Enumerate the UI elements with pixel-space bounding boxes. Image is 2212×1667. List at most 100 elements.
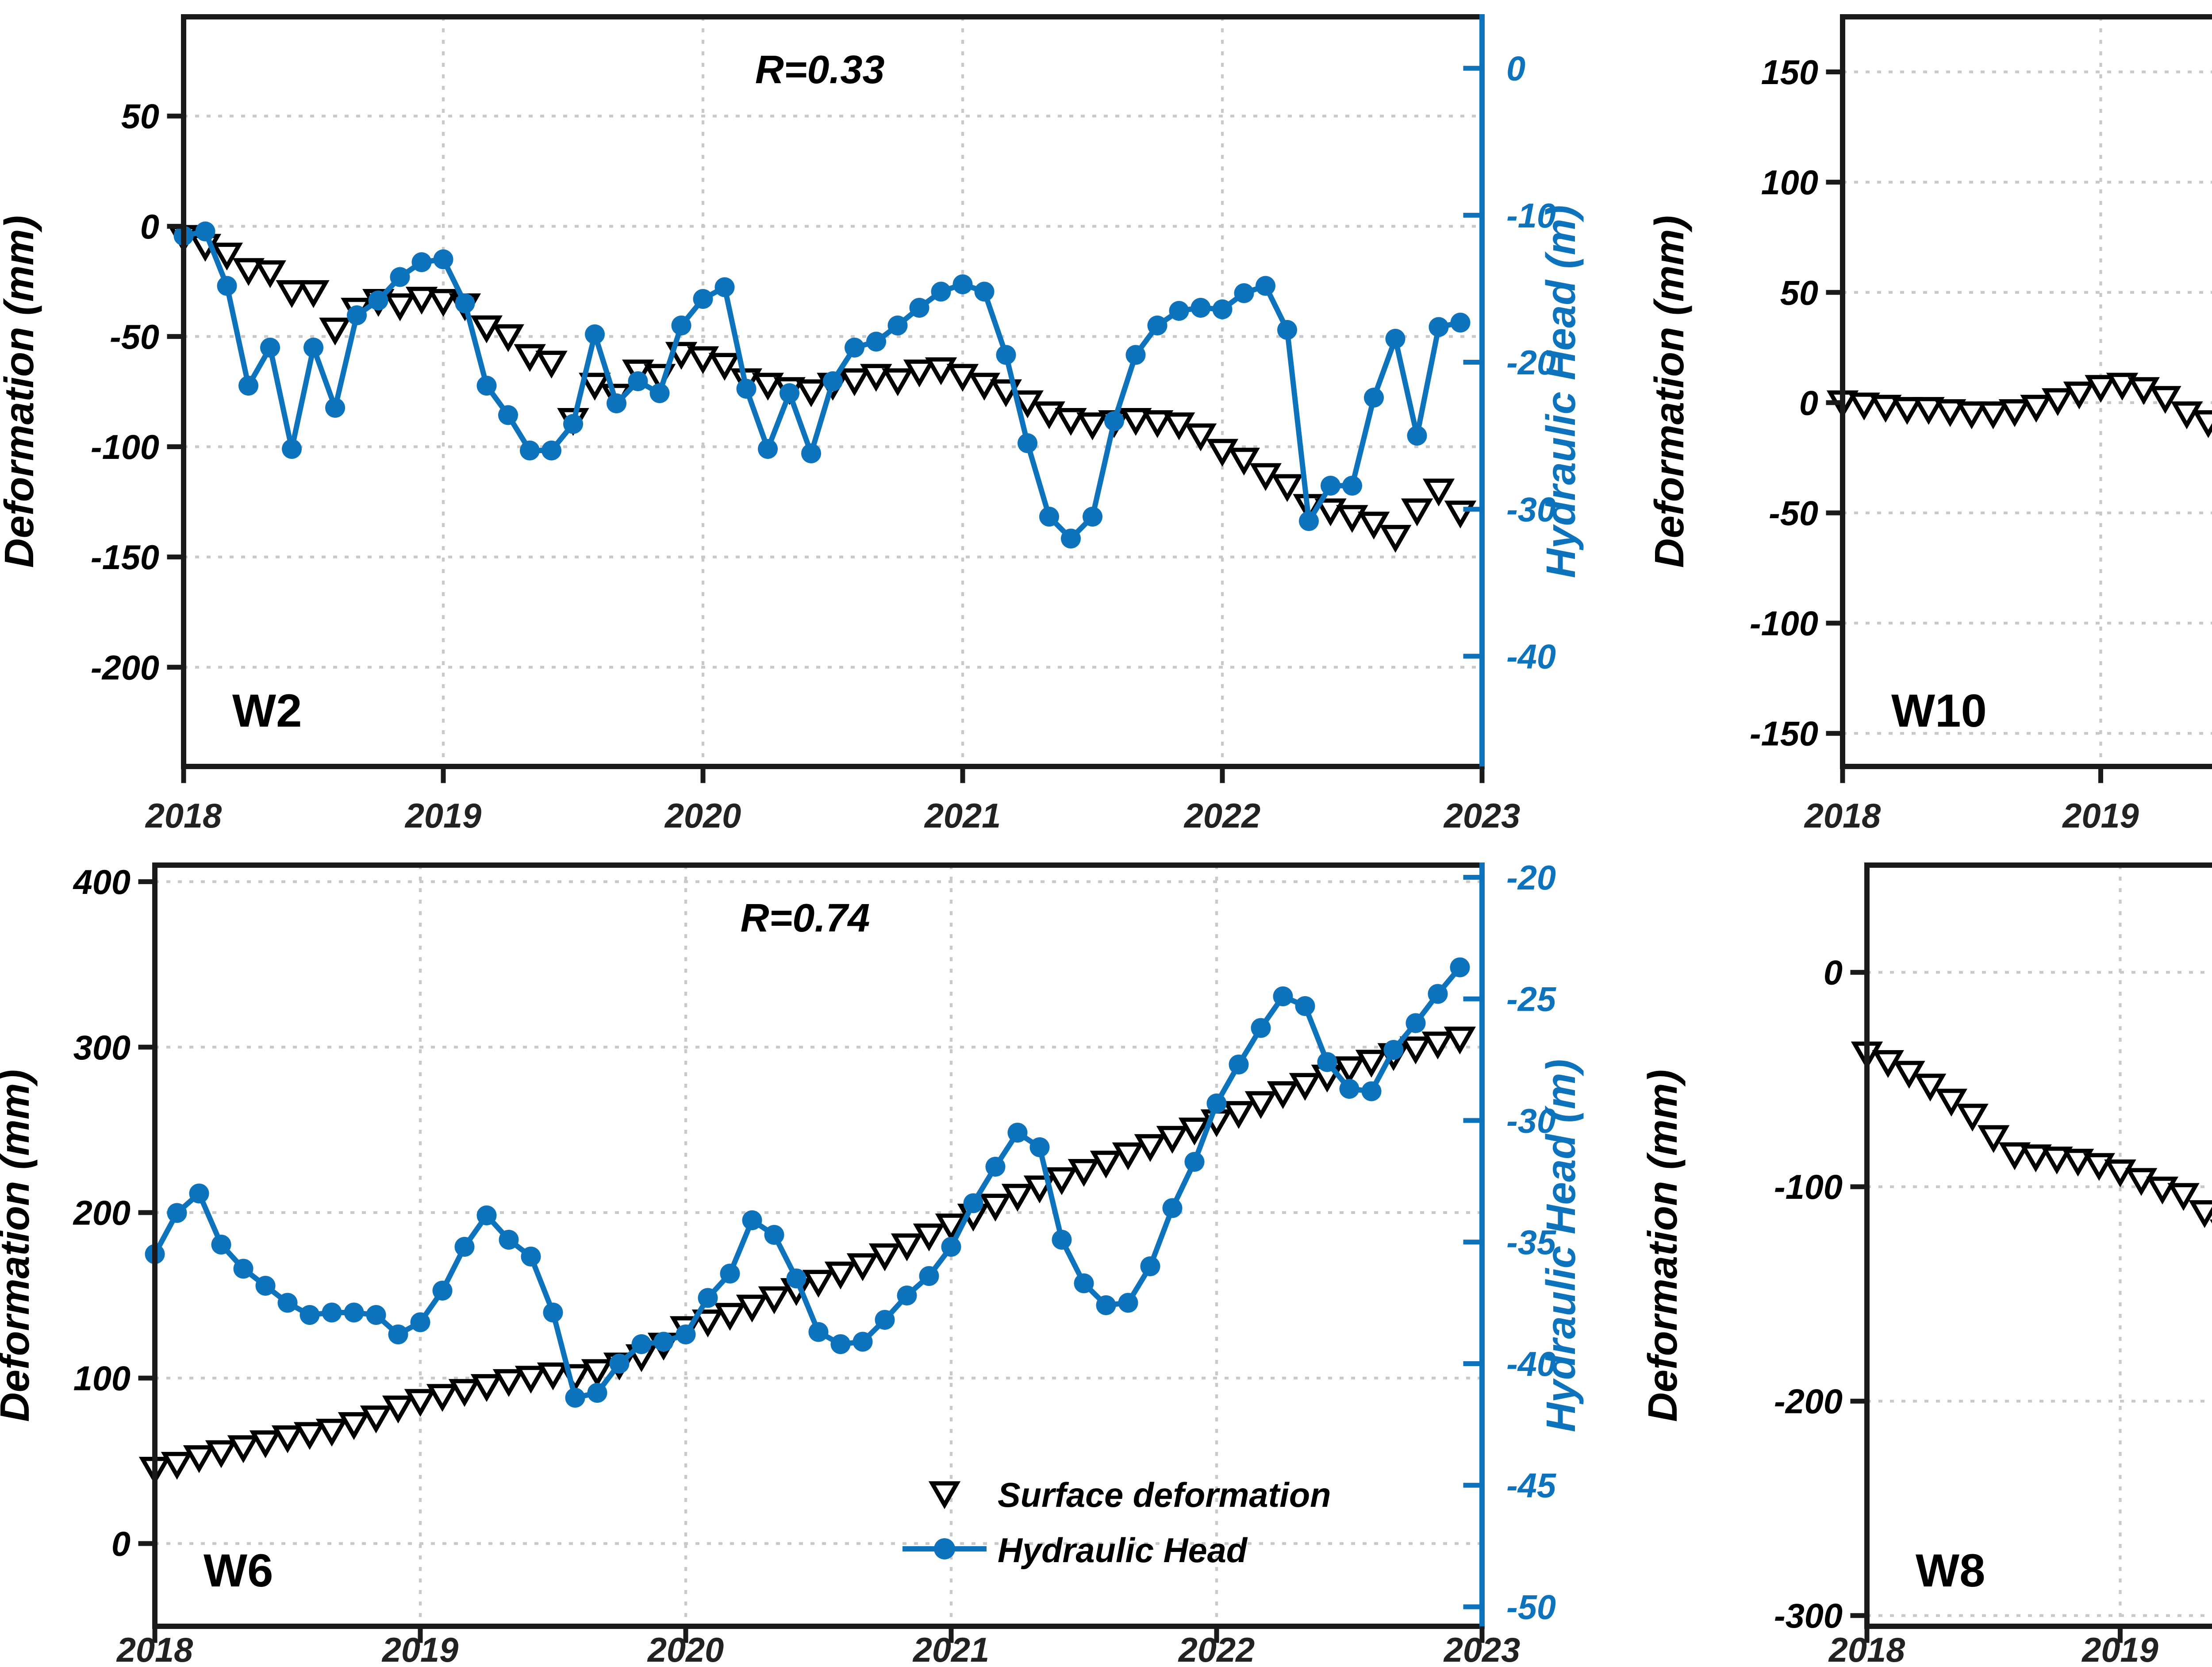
triangle-marker-icon (338, 1412, 370, 1440)
text-label: 2018 (1804, 797, 1881, 835)
well-id-label: W6 (204, 1545, 273, 1597)
triangle-marker-icon (492, 1369, 525, 1397)
circle-marker-icon (1406, 1013, 1426, 1033)
circle-marker-icon (211, 1234, 231, 1255)
triangle-marker-icon (232, 258, 265, 286)
circle-marker-icon (742, 1210, 762, 1230)
panel-w8: 2018201920202021202220230-100-200-300-40… (1640, 862, 2212, 1667)
triangle-marker-icon (579, 373, 611, 401)
well-id-label: W8 (1916, 1545, 1985, 1597)
circle-marker-icon (1295, 996, 1315, 1016)
circle-marker-icon (671, 315, 691, 335)
triangle-marker-icon (315, 1419, 348, 1447)
circle-marker-icon (411, 252, 432, 272)
circle-marker-icon (255, 1275, 276, 1296)
circle-marker-icon (521, 1246, 541, 1267)
left-axis-label: Deformation (mm) (1640, 1070, 1686, 1422)
text-label: 2018 (145, 797, 222, 835)
grid-lines (184, 16, 1482, 766)
right-axis-label: Hydraulic Head (m) (1538, 1059, 1584, 1432)
triangle-marker-icon (1055, 408, 1087, 436)
circle-marker-icon (1125, 345, 1146, 365)
triangle-marker-icon (1267, 1081, 1299, 1109)
triangle-marker-icon (293, 1422, 326, 1450)
circle-marker-icon (1234, 283, 1254, 303)
triangle-marker-icon (227, 1435, 260, 1463)
circle-marker-icon (1029, 1137, 1050, 1157)
triangle-marker-icon (1399, 1036, 1432, 1065)
triangle-marker-icon (1401, 498, 1433, 527)
circle-marker-icon (1190, 297, 1211, 318)
circle-marker-icon (543, 1302, 563, 1323)
circle-marker-icon (1299, 511, 1319, 531)
triangle-marker-icon (1355, 1050, 1388, 1078)
circle-marker-icon (631, 1334, 652, 1354)
text-label: 2019 (2062, 797, 2139, 835)
text-label: 100 (1761, 164, 1818, 202)
text-label: 100 (73, 1360, 131, 1398)
triangle-marker-icon (802, 1270, 835, 1298)
text-label: 2021 (924, 797, 1001, 835)
circle-marker-icon (585, 324, 605, 344)
text-label: 0 (1799, 384, 1818, 422)
circle-marker-icon (1104, 411, 1125, 431)
triangle-marker-icon (838, 368, 871, 397)
text-label: 200 (73, 1194, 131, 1232)
text-label: 0 (1506, 50, 1525, 88)
circle-marker-icon (845, 337, 865, 358)
circle-marker-icon (786, 1268, 806, 1289)
triangle-marker-icon (1872, 1050, 1904, 1078)
triangle-marker-icon (254, 260, 286, 289)
circle-marker-icon (1407, 425, 1427, 446)
text-label: -100 (91, 428, 159, 466)
triangle-marker-icon (928, 1481, 961, 1509)
text-label: -50 (110, 318, 159, 356)
circle-marker-icon (780, 383, 800, 403)
triangle-marker-icon (1271, 474, 1303, 502)
circle-marker-icon (853, 1332, 873, 1352)
text-label: 400 (73, 863, 131, 901)
circle-marker-icon (1007, 1122, 1028, 1143)
circle-marker-icon (1428, 984, 1448, 1004)
triangle-marker-icon (1336, 505, 1368, 533)
triangle-marker-icon (1001, 1184, 1034, 1212)
triangle-marker-icon (2020, 1144, 2052, 1173)
left-axis-label: Deformation (mm) (1646, 216, 1692, 568)
text-label: -45 (1506, 1467, 1556, 1505)
circle-marker-icon (887, 315, 908, 335)
triangle-marker-icon (758, 1286, 791, 1314)
triangle-marker-icon (714, 1303, 746, 1331)
triangle-marker-icon (2146, 1176, 2179, 1205)
triangle-marker-icon (384, 293, 416, 321)
circle-marker-icon (875, 1309, 895, 1330)
triangle-marker-icon (2125, 1168, 2158, 1196)
text-label: 300 (73, 1029, 131, 1067)
circle-marker-icon (649, 383, 670, 403)
hydraulic-head-series (173, 221, 1471, 549)
triangle-marker-icon (1956, 1104, 1989, 1132)
circle-marker-icon (1385, 328, 1406, 349)
circle-marker-icon (952, 274, 973, 294)
triangle-marker-icon (860, 364, 892, 392)
circle-marker-icon (1096, 1295, 1116, 1315)
legend-hydraulic-head-label: Hydraulic Head (998, 1532, 1248, 1570)
circle-marker-icon (1147, 315, 1167, 335)
grid-lines (1866, 865, 2212, 1626)
triangle-marker-icon (1141, 410, 1174, 439)
circle-marker-icon (830, 1334, 851, 1354)
text-label: -10 (1506, 197, 1556, 235)
triangle-marker-icon (1891, 397, 1924, 425)
triangle-marker-icon (537, 1362, 569, 1390)
right-axis-label: Hydraulic Head (m) (1538, 205, 1584, 578)
text-label: -20 (1506, 859, 1556, 897)
text-label: -300 (1774, 1597, 1843, 1635)
triangle-marker-icon (925, 357, 957, 385)
circle-marker-icon (476, 1205, 497, 1225)
text-label: -200 (1774, 1383, 1843, 1421)
circle-marker-icon (454, 1236, 475, 1257)
circle-marker-icon (1052, 1229, 1072, 1250)
circle-marker-icon (565, 1387, 585, 1408)
triangle-marker-icon (183, 1445, 215, 1473)
triangle-marker-icon (1090, 1151, 1122, 1179)
